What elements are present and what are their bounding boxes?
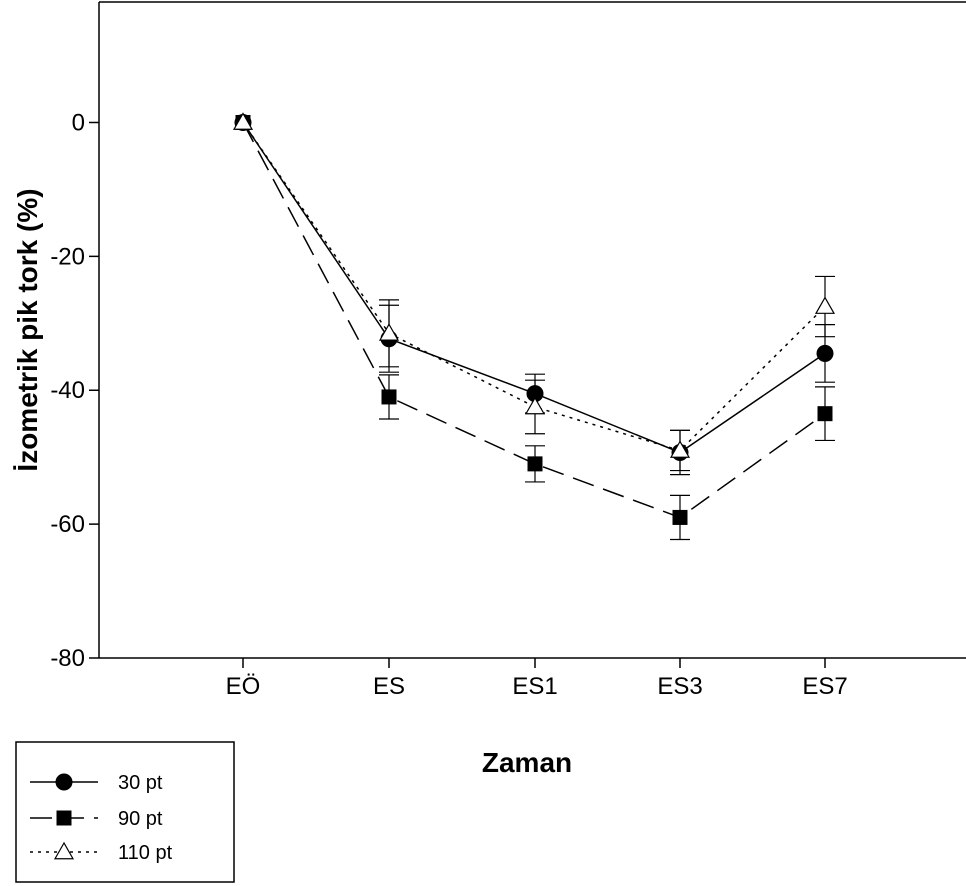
- axes: [98, 1, 966, 659]
- legend-entry: 30 pt: [30, 772, 163, 794]
- circle-marker: [816, 344, 834, 362]
- series-layer: [232, 112, 836, 541]
- square-marker: [527, 456, 543, 472]
- legend-label: 30 pt: [118, 772, 163, 794]
- legend: 30 pt 90 pt 110 pt: [15, 741, 235, 883]
- series-line: [242, 122, 826, 452]
- y-tick-label: 0: [72, 109, 85, 136]
- y-tick-label: -20: [50, 243, 85, 270]
- legend-entry: 110 pt: [30, 841, 173, 864]
- y-axis-title: İzometrik pik tork (%): [12, 188, 43, 471]
- square-marker: [817, 406, 833, 422]
- triangle-marker: [53, 841, 75, 860]
- triangle-marker: [524, 396, 546, 415]
- legend-label: 90 pt: [118, 808, 163, 830]
- y-ticks: 0 -20 -40 -60 -80: [50, 109, 99, 672]
- x-tick-label: ES3: [657, 673, 702, 700]
- legend-entry: 90 pt: [30, 808, 163, 830]
- x-tick-label: ES7: [802, 673, 847, 700]
- square-marker: [381, 389, 397, 405]
- square-marker: [56, 810, 72, 826]
- series-line: [242, 122, 826, 519]
- series-110-pt: [232, 112, 836, 472]
- triangle-marker: [378, 323, 400, 341]
- triangle-marker: [814, 296, 836, 314]
- x-tick-label: EÖ: [226, 673, 261, 700]
- legend-label: 110 pt: [118, 842, 173, 864]
- y-tick-label: -40: [50, 377, 85, 404]
- triangle-marker: [669, 440, 691, 458]
- x-axis-title: Zaman: [482, 747, 572, 778]
- circle-marker: [55, 773, 73, 791]
- x-ticks: EÖ ES ES1 ES3 ES7: [226, 658, 848, 700]
- y-tick-label: -60: [50, 511, 85, 538]
- legend-box: [15, 741, 235, 883]
- y-tick-label: -80: [50, 645, 85, 672]
- x-tick-label: ES: [373, 673, 405, 700]
- triangle-marker: [232, 112, 254, 130]
- series-90-pt: [235, 114, 835, 541]
- x-tick-label: ES1: [512, 673, 557, 700]
- square-marker: [672, 509, 688, 525]
